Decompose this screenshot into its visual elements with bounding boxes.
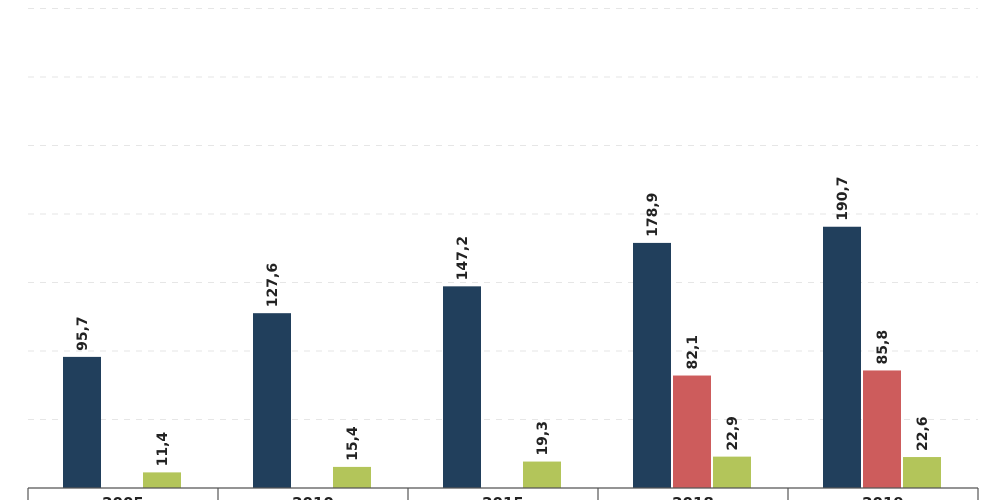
x-tick-label: 2005 (102, 494, 144, 500)
data-label: 95,7 (75, 316, 91, 351)
bar-2018-s2 (713, 456, 751, 488)
data-label: 85,8 (875, 330, 891, 365)
data-label: 82,1 (685, 335, 701, 370)
x-tick-label: 2015 (482, 494, 524, 500)
x-tick-label: 2019 (862, 494, 904, 500)
data-label: 127,6 (265, 263, 281, 307)
bar-2018-s0 (633, 242, 671, 488)
bar-2010-s0 (253, 313, 291, 488)
bar-2015-s2 (523, 461, 561, 488)
gridlines (28, 8, 978, 420)
bar-2005-s0 (63, 356, 101, 488)
bar-2010-s2 (333, 466, 371, 488)
data-label: 190,7 (835, 176, 851, 220)
bar-2015-s0 (443, 286, 481, 488)
bars (63, 226, 941, 488)
data-label: 22,6 (915, 416, 931, 451)
bar-2019-s1 (863, 370, 901, 488)
bar-2019-s0 (823, 226, 861, 488)
data-labels: 95,7 127,6 147,2 178,9 190,7 82,1 85,8 11,4 15,4… (75, 176, 931, 466)
bar-2005-s2 (143, 472, 181, 488)
x-axis: 2005 2010 2015 2018 2019 (27, 487, 979, 500)
data-label: 15,4 (345, 426, 361, 461)
x-tick-label: 2018 (672, 494, 714, 500)
bar-2019-s2 (903, 457, 941, 488)
data-label: 11,4 (155, 432, 171, 467)
data-label: 19,3 (535, 421, 551, 456)
x-tick-label: 2010 (292, 494, 334, 500)
data-label: 147,2 (455, 236, 471, 280)
data-label: 178,9 (645, 193, 661, 237)
bar-2018-s1 (673, 375, 711, 488)
data-label: 22,9 (725, 416, 741, 451)
